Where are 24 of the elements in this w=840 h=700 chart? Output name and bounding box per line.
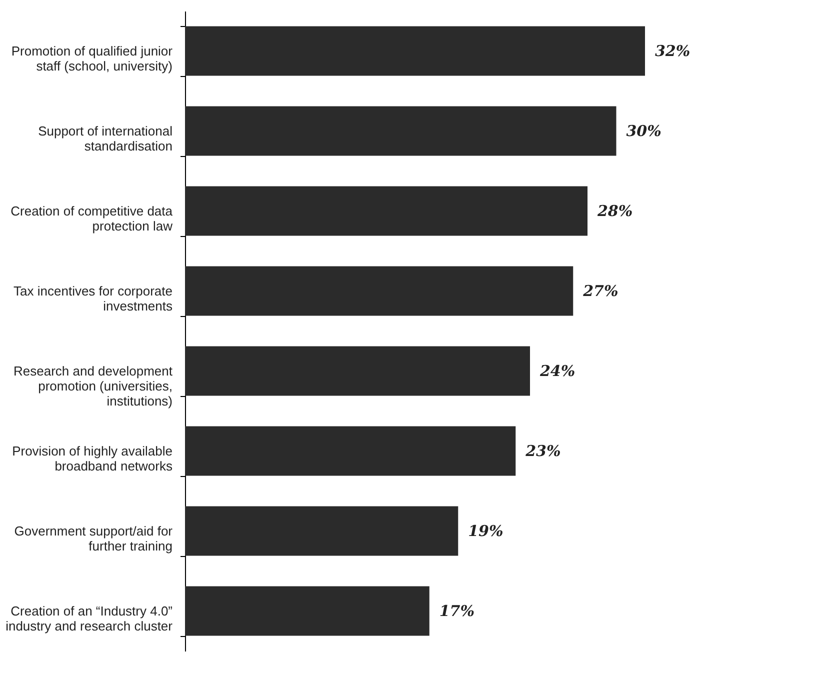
y-tick-label: Creation of competitive data protection law [10, 204, 174, 234]
bar [185, 346, 530, 396]
data-label: 28% [596, 202, 633, 220]
bar [185, 586, 430, 636]
data-label: 19% [468, 522, 504, 540]
bar [185, 506, 458, 556]
y-tick-label: Support of international standardisation [38, 124, 173, 154]
data-label: 30% [626, 122, 662, 140]
y-tick-label: Creation of an “Industry 4.0” industry and research cluster [6, 604, 174, 634]
y-tick-label: Provision of highly available broadband networks [12, 444, 173, 474]
bar [185, 266, 574, 316]
bar [185, 106, 616, 156]
bar [185, 426, 516, 476]
data-label: 17% [439, 602, 475, 620]
y-tick-label: Promotion of qualified junior staff (school, university) [11, 44, 174, 74]
bar [185, 26, 645, 76]
y-tick-label: Research and development promotion (universities, institutions) [14, 364, 173, 408]
y-tick-label: Government support/aid for further training [14, 524, 174, 554]
data-label: 24% [539, 362, 576, 380]
bar [185, 186, 588, 236]
y-tick-label: Tax incentives for corporate investments [14, 284, 173, 314]
data-label: 27% [582, 282, 618, 300]
data-label: 23% [524, 442, 561, 460]
data-label: 32% [655, 42, 690, 60]
